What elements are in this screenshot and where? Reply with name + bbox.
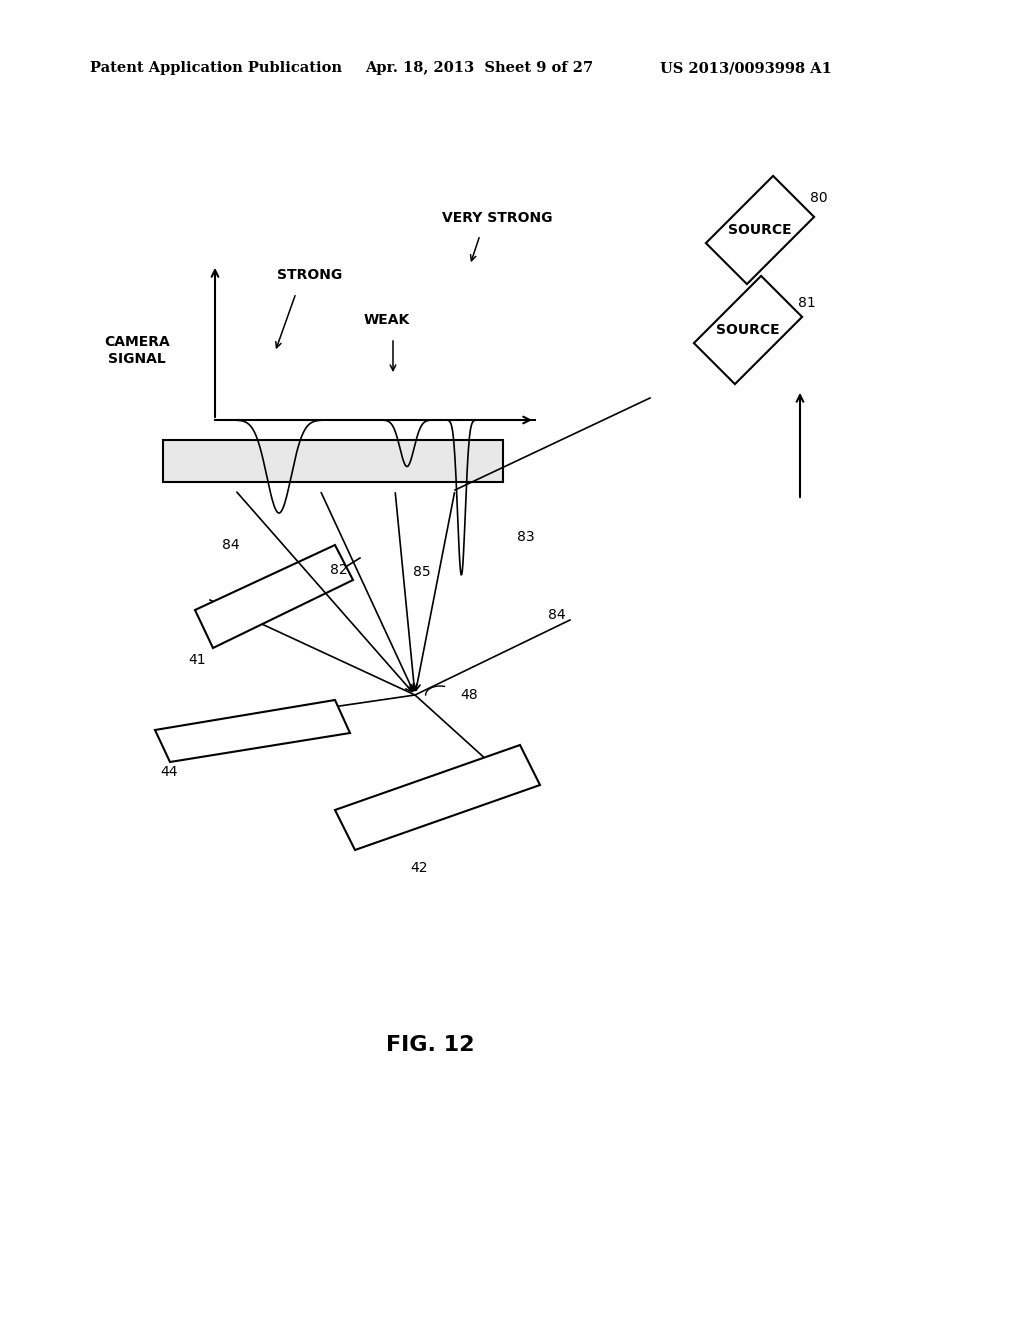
Polygon shape [706, 176, 814, 284]
Text: STRONG: STRONG [278, 268, 343, 282]
Text: 84: 84 [222, 539, 240, 552]
Text: SOURCE: SOURCE [728, 223, 792, 238]
Text: WEAK: WEAK [364, 313, 411, 327]
Text: 85: 85 [413, 565, 431, 579]
Polygon shape [335, 744, 540, 850]
Text: 44: 44 [160, 766, 177, 779]
Text: 84: 84 [548, 609, 565, 622]
Text: VERY STRONG: VERY STRONG [441, 211, 552, 224]
Text: 42: 42 [410, 861, 427, 875]
Bar [163, 440, 503, 482]
Polygon shape [155, 700, 350, 762]
Text: 41: 41 [188, 653, 206, 667]
Text: FIG. 12: FIG. 12 [386, 1035, 474, 1055]
Text: 80: 80 [810, 191, 827, 205]
Text: CAMERA
SIGNAL: CAMERA SIGNAL [104, 334, 170, 366]
Polygon shape [694, 276, 802, 384]
Text: Apr. 18, 2013  Sheet 9 of 27: Apr. 18, 2013 Sheet 9 of 27 [365, 61, 593, 75]
Polygon shape [195, 545, 353, 648]
Text: SOURCE: SOURCE [716, 323, 780, 337]
Text: US 2013/0093998 A1: US 2013/0093998 A1 [660, 61, 831, 75]
Text: 83: 83 [517, 531, 535, 544]
Text: 81: 81 [798, 296, 816, 310]
Text: 48: 48 [460, 688, 477, 702]
Text: Patent Application Publication: Patent Application Publication [90, 61, 342, 75]
Text: 82: 82 [330, 564, 347, 577]
